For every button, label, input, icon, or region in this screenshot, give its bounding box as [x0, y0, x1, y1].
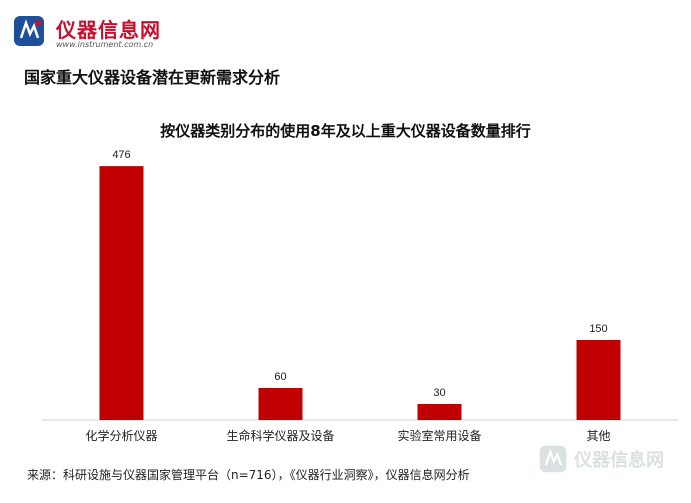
bar	[417, 404, 462, 420]
data-label: 476	[112, 149, 130, 161]
bar	[258, 388, 303, 420]
page-headline: 国家重大仪器设备潜在更新需求分析	[24, 68, 281, 87]
x-tick-label: 生命科学仪器及设备	[226, 428, 334, 443]
chart-title: 按仪器类别分布的使用8年及以上重大仪器设备数量排行	[160, 122, 531, 140]
x-tick-label: 其他	[586, 429, 610, 443]
logo-icon	[14, 16, 44, 46]
x-tick-label: 化学分析仪器	[85, 428, 157, 443]
watermark-text: 仪器信息网	[574, 450, 664, 471]
logo-url: www.instrument.com.cn	[56, 40, 154, 49]
data-label: 60	[274, 371, 286, 383]
brand-logo: 仪器信息网 www.instrument.com.cn	[12, 12, 182, 52]
bar	[99, 166, 144, 420]
watermark: 仪器信息网	[538, 444, 688, 474]
source-note: 来源：科研设施与仪器国家管理平台（n=716），《仪器行业洞察》，仪器信息网分析	[27, 468, 470, 482]
data-label: 150	[589, 323, 607, 335]
bar	[576, 340, 621, 420]
data-label: 30	[433, 387, 445, 399]
x-tick-label: 实验室常用设备	[397, 428, 481, 443]
watermark-logo-icon	[539, 445, 567, 473]
logo-text: 仪器信息网	[56, 18, 161, 42]
